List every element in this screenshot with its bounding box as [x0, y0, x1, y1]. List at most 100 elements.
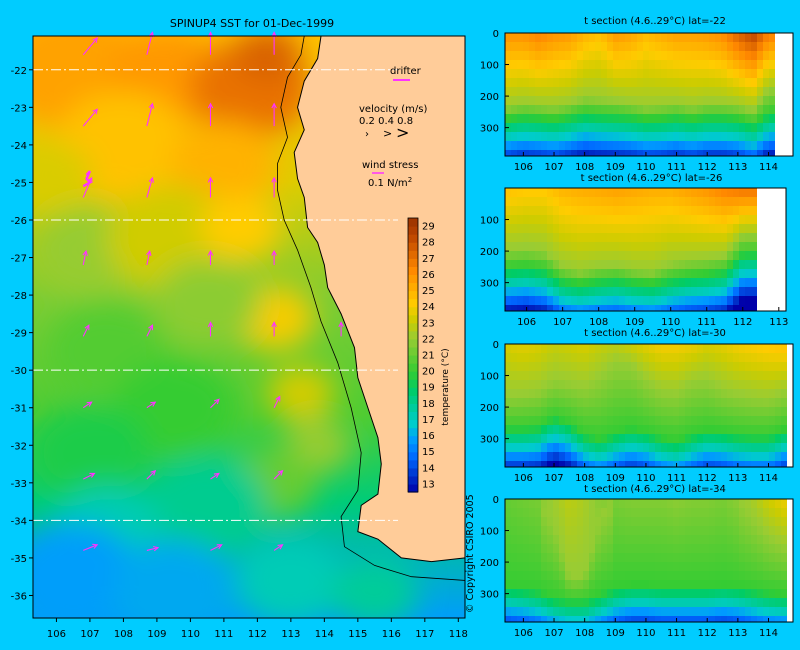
section-cell: [523, 287, 530, 297]
section-cell: [589, 206, 596, 216]
section-cell: [709, 526, 716, 536]
section-cell: [691, 206, 698, 216]
section-cell: [667, 562, 674, 572]
section-cell: [727, 114, 734, 124]
section-cell: [619, 114, 626, 124]
section-cell: [547, 105, 554, 115]
section-cell: [697, 616, 704, 623]
section-cell: [751, 562, 758, 572]
colorbar-segment: [408, 298, 418, 308]
section-title: t section (4.6..29°C) lat=-34: [584, 484, 726, 495]
section-cell: [589, 517, 596, 527]
section-x-tick-label: 112: [698, 162, 717, 173]
section-cell: [511, 598, 518, 608]
section-cell: [697, 499, 704, 509]
section-cell: [535, 371, 542, 381]
section-cell: [619, 499, 626, 509]
y-tick-label: -26: [11, 216, 27, 227]
section-cell: [517, 353, 524, 363]
section-cell: [625, 87, 632, 97]
section-cell: [661, 69, 668, 79]
section-cell: [631, 296, 638, 306]
section-cell: [709, 607, 716, 617]
section-cell: [733, 278, 740, 288]
section-cell: [673, 105, 680, 115]
section-cell: [601, 260, 608, 270]
section-cell: [517, 398, 524, 408]
section-cell: [685, 278, 692, 288]
section-cell: [751, 51, 758, 61]
section-cell: [715, 461, 722, 468]
section-cell: [721, 305, 728, 312]
section-cell: [637, 553, 644, 563]
section-cell: [505, 362, 512, 372]
section-y-tick-label: 100: [480, 527, 499, 538]
section-cell: [577, 60, 584, 70]
section-cell: [703, 87, 710, 97]
section-cell: [769, 141, 776, 151]
section-cell: [535, 398, 542, 408]
section-cell: [673, 123, 680, 133]
section-cell: [691, 371, 698, 381]
section-cell: [769, 87, 776, 97]
section-cell: [739, 105, 746, 115]
section-cell: [529, 215, 536, 225]
section-cell: [571, 123, 578, 133]
section-cell: [703, 589, 710, 599]
section-cell: [643, 371, 650, 381]
section-cell: [685, 87, 692, 97]
section-cell: [601, 305, 608, 312]
section-cell: [661, 278, 668, 288]
wind-arrow: [273, 395, 281, 408]
section-cell: [523, 141, 530, 151]
section-cell: [511, 69, 518, 79]
section-cell: [529, 580, 536, 590]
section-cell: [649, 87, 656, 97]
section-cell: [571, 362, 578, 372]
section-cell: [751, 260, 758, 270]
section-cell: [529, 526, 536, 536]
section-cell: [589, 69, 596, 79]
section-cell: [625, 398, 632, 408]
section-cell: [553, 416, 560, 426]
section-cell: [745, 33, 752, 43]
section-cell: [595, 42, 602, 52]
section-cell: [691, 197, 698, 207]
section-cell: [607, 508, 614, 518]
section-cell: [517, 123, 524, 133]
section-cell: [613, 51, 620, 61]
section-cell: [745, 42, 752, 52]
section-cell: [631, 251, 638, 261]
section-cell: [541, 42, 548, 52]
section-cell: [517, 224, 524, 234]
section-cell: [751, 398, 758, 408]
section-cell: [733, 398, 740, 408]
section-cell: [631, 105, 638, 115]
section-cell: [679, 78, 686, 88]
section-cell: [535, 269, 542, 279]
section-cell: [703, 553, 710, 563]
section-cell: [541, 197, 548, 207]
section-cell: [637, 616, 644, 623]
section-cell: [505, 114, 512, 124]
section-cell: [643, 389, 650, 399]
section-cell: [727, 51, 734, 61]
section-cell: [673, 132, 680, 142]
section-cell: [691, 87, 698, 97]
section-cell: [529, 305, 536, 312]
section-cell: [661, 251, 668, 261]
section-cell: [565, 508, 572, 518]
section-cell: [763, 51, 770, 61]
section-cell: [529, 123, 536, 133]
section-cell: [565, 371, 572, 381]
section-cell: [505, 389, 512, 399]
section-cell: [781, 407, 788, 417]
section-cell: [583, 60, 590, 70]
section-cell: [553, 78, 560, 88]
section-cell: [697, 51, 704, 61]
section-cell: [703, 526, 710, 536]
section-cell: [505, 197, 512, 207]
section-cell: [673, 287, 680, 297]
